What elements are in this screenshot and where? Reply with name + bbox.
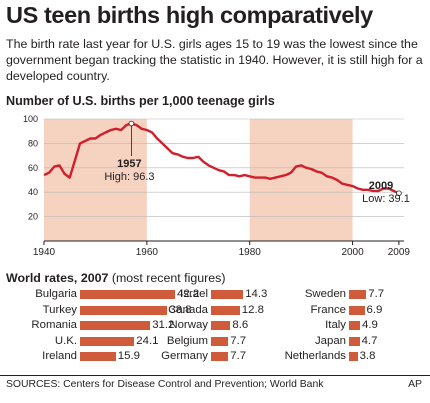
country-label: Belgium xyxy=(166,334,208,347)
peak-year-label: 1957 xyxy=(117,158,141,170)
x-tick-label: 2009 xyxy=(388,247,411,258)
rate-bar xyxy=(80,336,135,346)
rate-bar xyxy=(211,352,229,361)
y-tick-label: 20 xyxy=(28,212,38,222)
intro-text: The birth rate last year for U.S. girls … xyxy=(6,37,423,83)
x-tick-label: 1980 xyxy=(239,247,262,258)
rate-bar xyxy=(80,290,175,299)
country-label: Bulgaria xyxy=(35,288,77,300)
rate-value-label: 4.9 xyxy=(362,319,378,331)
country-label: Israel xyxy=(180,288,208,300)
rate-value-label: 12.8 xyxy=(241,303,264,316)
low-marker xyxy=(396,190,402,197)
country-label: Norway xyxy=(169,319,208,331)
peak-value-label: High: 96.3 xyxy=(104,171,154,183)
line-chart: 20 40 60 80 100 1940 1960 1980 2000 2009 1957High:… xyxy=(23,114,411,258)
rate-value-label: 31.2 xyxy=(152,319,175,331)
country-label: Turkey xyxy=(42,303,77,316)
country-label: Sweden xyxy=(304,288,346,300)
rate-value-label: 42.2 xyxy=(177,288,200,300)
birth-rate-line xyxy=(43,122,400,195)
peak-marker xyxy=(128,120,135,127)
rate-value-label: 8.6 xyxy=(232,319,249,331)
credit-text: AP xyxy=(408,379,422,390)
rate-bar xyxy=(349,336,360,346)
y-tick-label: 80 xyxy=(28,138,38,148)
x-tick-label: 2000 xyxy=(341,247,364,258)
rate-bar xyxy=(80,305,168,315)
country-label: Germany xyxy=(161,350,208,362)
y-tick-label: 60 xyxy=(28,163,38,173)
world-rates-subtitle: (most recent figures) xyxy=(111,271,226,285)
country-label: Romania xyxy=(31,319,77,331)
rate-value-label: 7.7 xyxy=(230,334,247,347)
rate-bar xyxy=(80,352,116,361)
rate-value-label: 14.3 xyxy=(245,288,268,300)
low-value-label: Low: 39.1 xyxy=(362,193,410,205)
rate-bar xyxy=(80,321,151,330)
rate-value-label: 7.7 xyxy=(368,288,385,300)
footer-divider xyxy=(0,375,430,376)
country-label: Japan xyxy=(314,334,346,347)
country-label: France xyxy=(310,303,346,316)
y-tick-label: 100 xyxy=(23,114,38,124)
country-label: U.K. xyxy=(54,334,77,347)
rate-value-label: 15.9 xyxy=(117,350,140,362)
rate-value-label: 6.9 xyxy=(366,303,383,316)
rate-bar xyxy=(211,321,231,330)
country-label: Ireland xyxy=(42,350,77,362)
rate-bar xyxy=(349,321,360,330)
world-rates-heading: World rates, 2007 xyxy=(6,271,109,285)
x-tick-label: 1960 xyxy=(136,247,159,258)
y-tick-label: 40 xyxy=(28,187,38,197)
x-tick-label: 1940 xyxy=(33,247,56,258)
rate-value-label: 7.7 xyxy=(230,350,247,362)
low-year-label: 2009 xyxy=(369,180,393,192)
rate-bar xyxy=(211,305,240,315)
rate-value-label: 38.8 xyxy=(169,303,192,316)
rate-bar xyxy=(349,305,365,315)
rate-bar xyxy=(349,352,358,361)
country-label: Canada xyxy=(168,303,208,316)
rate-bar xyxy=(211,290,244,299)
rate-bar xyxy=(211,336,229,346)
world-rates-title: World rates, 2007 (most recent figures) xyxy=(6,271,225,285)
sources-text: SOURCES: Centers for Disease Control and… xyxy=(6,379,324,390)
rate-value-label: 4.7 xyxy=(361,334,378,347)
page-title: US teen births high comparatively xyxy=(6,2,373,28)
rate-bar xyxy=(349,290,367,299)
country-label: Netherlands xyxy=(284,350,346,362)
country-label: Italy xyxy=(325,319,346,331)
rate-value-label: 24.1 xyxy=(136,334,159,347)
line-chart-title: Number of U.S. births per 1,000 teenage … xyxy=(6,94,275,108)
rate-value-label: 3.8 xyxy=(359,350,376,362)
